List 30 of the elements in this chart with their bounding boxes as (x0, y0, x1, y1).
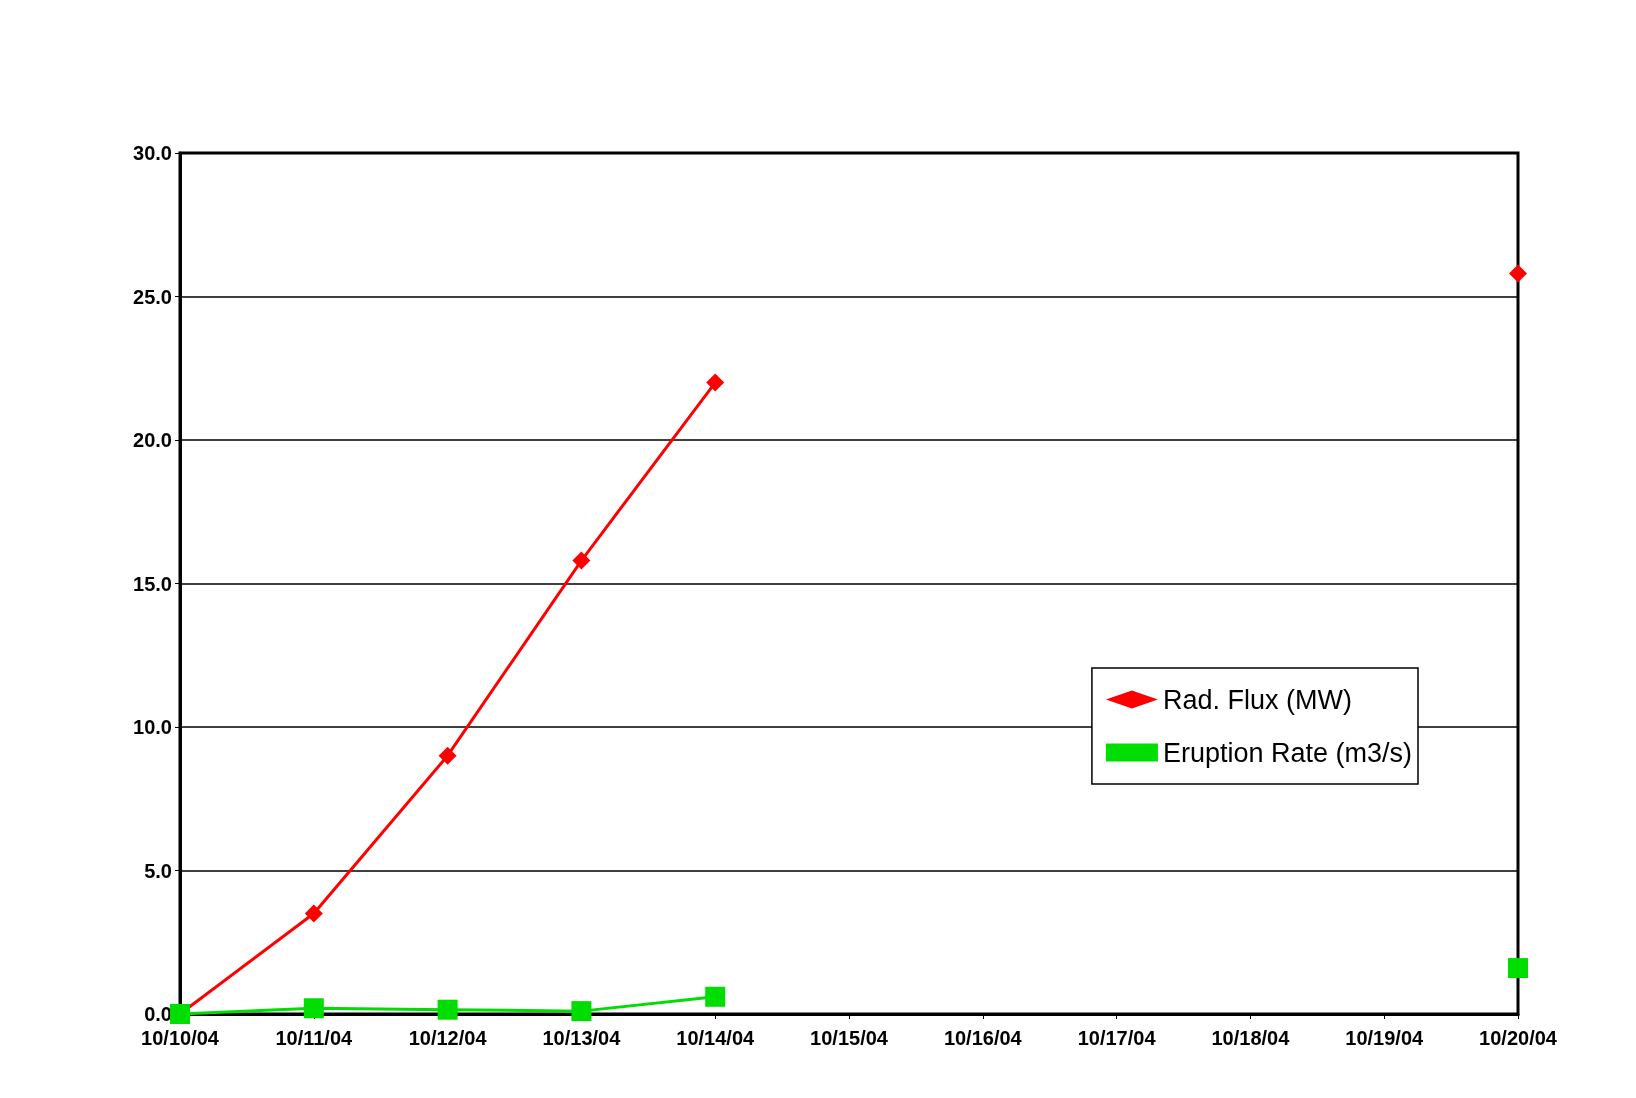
x-tick-label: 10/16/04 (943, 1027, 1023, 1049)
point (706, 373, 725, 392)
y-tick-label: 10.0 (133, 716, 172, 738)
point (572, 551, 591, 570)
point (303, 998, 324, 1019)
x-tick-label: 10/12/04 (408, 1027, 488, 1049)
x-tick-label: 10/10/04 (141, 1027, 220, 1049)
x-tick-label: 10/15/04 (810, 1027, 889, 1049)
x-tick-label: 10/13/04 (542, 1027, 622, 1049)
x-tick-label: 10/19/04 (1345, 1027, 1424, 1049)
x-tick-label: 10/17/04 (1077, 1027, 1157, 1049)
y-tick-label: 20.0 (133, 429, 172, 451)
point (438, 746, 457, 765)
y-tick-label: 5.0 (144, 859, 172, 882)
point (571, 1001, 592, 1022)
point (304, 904, 323, 923)
legend-label: Eruption Rate (m3/s) (1162, 737, 1412, 768)
y-tick-label: 30.0 (133, 142, 172, 164)
x-tick-label: 10/20/04 (1479, 1027, 1558, 1049)
y-tick-label: 25.0 (133, 285, 172, 308)
point (1509, 264, 1527, 283)
x-tick-label: 10/14/04 (676, 1027, 755, 1049)
point (705, 986, 726, 1007)
point (1508, 958, 1528, 979)
x-tick-label: 10/18/04 (1211, 1027, 1291, 1049)
point (437, 999, 458, 1020)
x-tick-label: 10/11/04 (275, 1027, 354, 1049)
y-tick-label: 0.0 (144, 1003, 172, 1025)
legend-label: Rad. Flux (MW) (1162, 684, 1352, 715)
y-tick-label: 15.0 (133, 572, 172, 595)
